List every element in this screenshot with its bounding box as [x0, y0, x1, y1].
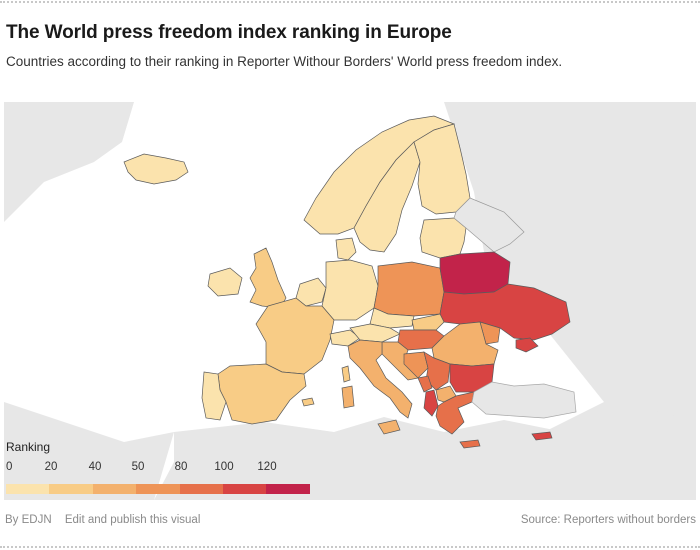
legend-swatch-5 — [179, 484, 223, 494]
country-ireland[interactable] — [207, 267, 243, 297]
source-text: Source: Reporters without borders — [520, 514, 696, 526]
country-denmark[interactable] — [335, 237, 357, 261]
country-france[interactable] — [255, 297, 335, 375]
legend-swatch-1 — [6, 484, 50, 494]
country-belarus[interactable] — [439, 251, 511, 295]
countries[interactable] — [123, 115, 577, 449]
country-baltics[interactable] — [419, 217, 467, 259]
country-bosnia[interactable] — [403, 351, 429, 379]
legend-tick-1: 20 — [44, 461, 58, 473]
country-sicily[interactable] — [377, 419, 401, 435]
country-iceland[interactable] — [123, 153, 189, 185]
country-spain[interactable] — [217, 363, 307, 425]
country-united-kingdom[interactable] — [249, 247, 287, 309]
country-poland[interactable] — [373, 261, 445, 317]
country-albania[interactable] — [423, 389, 439, 417]
country-slovakia[interactable] — [411, 313, 445, 331]
legend-swatch-3 — [92, 484, 137, 494]
country-crimea[interactable] — [515, 337, 539, 353]
credit-text: By EDJN — [5, 514, 52, 526]
country-serbia[interactable] — [423, 351, 451, 391]
edit-publish-link[interactable]: Edit and publish this visual — [64, 514, 201, 526]
legend-tick-5: 100 — [214, 461, 234, 473]
page-title: The World press freedom index ranking in… — [6, 22, 452, 43]
country-balearics[interactable] — [301, 397, 315, 407]
background-land — [4, 102, 696, 500]
legend-tick-6: 120 — [257, 461, 277, 473]
footer-credits: By EDJN Edit and publish this visual — [5, 514, 210, 526]
bottom-dotted-rule — [0, 546, 700, 548]
country-sardinia[interactable] — [341, 385, 355, 409]
top-dotted-rule — [0, 1, 700, 3]
legend: Ranking 0 20 40 50 80 100 120 — [6, 438, 326, 498]
country-corsica[interactable] — [341, 365, 351, 383]
legend-tick-0: 0 — [6, 461, 13, 473]
country-cyprus[interactable] — [531, 431, 553, 441]
europe-map[interactable] — [4, 102, 696, 500]
country-switzerland[interactable] — [329, 329, 361, 347]
country-montenegro[interactable] — [417, 375, 433, 393]
country-italy[interactable] — [347, 339, 413, 419]
country-greece[interactable] — [435, 391, 475, 435]
page-subtitle: Countries according to their ranking in … — [6, 54, 563, 69]
map-svg[interactable] — [4, 102, 696, 500]
country-germany[interactable] — [321, 259, 379, 321]
legend-color-scale — [6, 484, 310, 494]
legend-swatch-7 — [266, 484, 310, 494]
country-turkey[interactable] — [471, 381, 577, 419]
legend-swatch-4 — [136, 484, 180, 494]
legend-tick-4: 80 — [174, 461, 188, 473]
country-sweden[interactable] — [353, 141, 421, 253]
legend-title: Ranking — [6, 440, 51, 454]
country-crete[interactable] — [459, 439, 481, 449]
legend-swatch-2 — [49, 484, 93, 494]
legend-swatch-6 — [222, 484, 267, 494]
legend-tick-2: 40 — [88, 461, 102, 473]
country-portugal[interactable] — [201, 371, 227, 421]
legend-tick-3: 50 — [131, 461, 145, 473]
